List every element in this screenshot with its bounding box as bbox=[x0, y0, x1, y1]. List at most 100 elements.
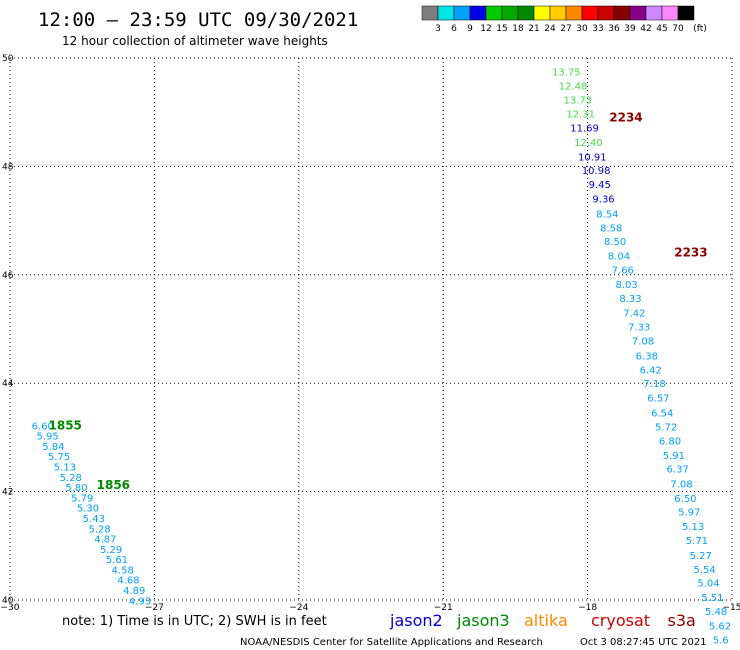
data-points: 13.75 12.48 13.73 12.31 11.69 12.40 10.91 10.98… bbox=[32, 67, 732, 650]
scale-swatch bbox=[661, 5, 679, 21]
scale-swatch bbox=[645, 5, 663, 21]
swh-point-jason3: 5.61 bbox=[106, 555, 128, 566]
swh-point-s3a: 7.18 bbox=[643, 379, 665, 390]
swh-point-s3a: 6.42 bbox=[640, 365, 662, 376]
scale-swatch bbox=[597, 5, 615, 21]
swh-point-s3a: 5.72 bbox=[655, 422, 677, 433]
scale-swatch bbox=[421, 5, 439, 21]
color-scale: 3 6 9 12 15 18 21 24 27 30 33 36 39 42 45 70 (ft) bbox=[421, 5, 707, 34]
scale-swatch bbox=[613, 5, 631, 21]
swh-point-s3a: 5.48 bbox=[705, 607, 727, 618]
swh-point-s3a: 12.31 bbox=[566, 110, 595, 121]
scale-label: 3 bbox=[435, 24, 441, 34]
swh-point-s3a: 7.08 bbox=[670, 479, 692, 490]
swh-point-jason3: 4.87 bbox=[94, 535, 116, 546]
chart-title: 12:00 – 23:59 UTC 09/30/2021 bbox=[38, 9, 358, 31]
swh-point-jason3: 5.80 bbox=[65, 483, 87, 494]
scale-swatch bbox=[453, 5, 471, 21]
plot-grid bbox=[9, 57, 733, 601]
scale-swatch bbox=[629, 5, 647, 21]
scale-unit: (ft) bbox=[693, 24, 707, 34]
mission-altika: altika bbox=[524, 611, 568, 630]
footer-timestamp: Oct 3 08:27:45 UTC 2021 bbox=[580, 637, 707, 648]
scale-swatch bbox=[581, 5, 599, 21]
y-tick-label: 42 bbox=[2, 488, 13, 498]
y-tick-label: 46 bbox=[2, 271, 14, 281]
swh-point-s3a: 8.54 bbox=[596, 209, 618, 220]
swh-point-s3a: 5.51 bbox=[701, 593, 723, 604]
scale-label: 6 bbox=[451, 24, 457, 34]
scale-label: 30 bbox=[576, 24, 588, 34]
scale-label: 36 bbox=[608, 24, 620, 34]
swh-point-s3a: 7.08 bbox=[632, 337, 654, 348]
swh-point-jason3: 5.29 bbox=[100, 545, 122, 556]
swh-point-s3a: 13.73 bbox=[564, 96, 593, 107]
scale-label: 9 bbox=[467, 24, 473, 34]
swh-point-s3a: 8.04 bbox=[608, 252, 630, 263]
swh-point-jason3: 5.79 bbox=[71, 493, 93, 504]
swh-point-s3a: 6.50 bbox=[674, 494, 696, 505]
swh-point-s3a: 9.45 bbox=[589, 180, 611, 191]
scale-label: 27 bbox=[560, 24, 571, 34]
scale-swatch bbox=[517, 5, 535, 21]
y-tick-label: 40 bbox=[2, 596, 14, 606]
swh-point-jason3: 4.89 bbox=[123, 586, 145, 597]
swh-point-jason3: 4.58 bbox=[112, 565, 134, 576]
swh-point-jason3: 4.68 bbox=[117, 576, 139, 587]
x-tick-label: −24 bbox=[289, 603, 308, 613]
pass-labels: 2234 2233 1855 1856 bbox=[49, 110, 708, 491]
swh-point-s3a: 11.69 bbox=[570, 124, 599, 135]
swh-point-s3a: 12.40 bbox=[574, 138, 603, 149]
scale-label: 15 bbox=[496, 24, 507, 34]
swh-point-s3a: 6.38 bbox=[636, 351, 658, 362]
scale-label: 24 bbox=[544, 24, 556, 34]
swh-point-s3a: 5.27 bbox=[690, 551, 712, 562]
footer-credit: NOAA/NESDIS Center for Satellite Applica… bbox=[240, 637, 543, 648]
mission-s3a: s3a bbox=[668, 611, 696, 630]
scale-label: 21 bbox=[528, 24, 539, 34]
swh-point-s3a: 7.42 bbox=[623, 309, 645, 320]
swh-point-s3a: 5.04 bbox=[697, 578, 719, 589]
scale-swatch bbox=[469, 5, 487, 21]
swh-point-s3a: 5.13 bbox=[682, 522, 704, 533]
x-tick-label: −18 bbox=[578, 603, 597, 613]
scale-label: 39 bbox=[624, 24, 636, 34]
swh-point-jason3: 5.43 bbox=[83, 514, 105, 525]
x-tick-label: −27 bbox=[145, 603, 164, 613]
scale-swatch bbox=[437, 5, 455, 21]
y-tick-label: 44 bbox=[2, 379, 14, 389]
swh-point-jason3: 6.60 bbox=[32, 421, 54, 432]
swh-point-s3a: 6.54 bbox=[651, 408, 673, 419]
swh-point-s3a: 8.58 bbox=[600, 223, 622, 234]
swh-point-s3a: 7.33 bbox=[628, 323, 650, 334]
swh-point-s3a: 6.80 bbox=[659, 436, 681, 447]
mission-jason3: jason3 bbox=[456, 611, 510, 630]
scale-swatch bbox=[533, 5, 551, 21]
mission-jason2: jason2 bbox=[389, 611, 443, 630]
swh-point-jason3: 5.13 bbox=[54, 462, 76, 473]
swh-point-s3a: 6.57 bbox=[647, 394, 669, 405]
swh-point-s3a: 5.71 bbox=[686, 536, 708, 547]
scale-label: 70 bbox=[672, 24, 684, 34]
axis-ticks: −30 −27 −24 −21 −18 −15 40 42 44 46 48 50 bbox=[1, 54, 740, 613]
swh-point-s3a: 5.62 bbox=[709, 621, 731, 632]
swh-point-s3a: 5.97 bbox=[678, 507, 700, 518]
swh-point-s3a: 8.33 bbox=[619, 294, 641, 305]
scale-label: 42 bbox=[640, 24, 651, 34]
swh-point-s3a: 8.03 bbox=[616, 280, 638, 291]
y-tick-label: 50 bbox=[2, 54, 14, 64]
pass-time-label: 1855 bbox=[49, 418, 82, 432]
swh-point-s3a: 12.48 bbox=[559, 81, 588, 92]
scale-label: 18 bbox=[512, 24, 524, 34]
swh-point-s3a: 8.50 bbox=[604, 237, 626, 248]
swh-point-s3a: 10.91 bbox=[578, 152, 607, 163]
x-tick-label: −15 bbox=[723, 603, 740, 613]
scale-swatch bbox=[501, 5, 519, 21]
swh-point-jason3: 5.30 bbox=[77, 504, 99, 515]
scale-swatch bbox=[677, 5, 695, 21]
y-tick-label: 48 bbox=[2, 162, 14, 172]
swh-point-s3a: 10.98 bbox=[582, 166, 611, 177]
pass-time-label: 2234 bbox=[609, 110, 642, 124]
swh-point-s3a: 7.66 bbox=[612, 266, 634, 277]
